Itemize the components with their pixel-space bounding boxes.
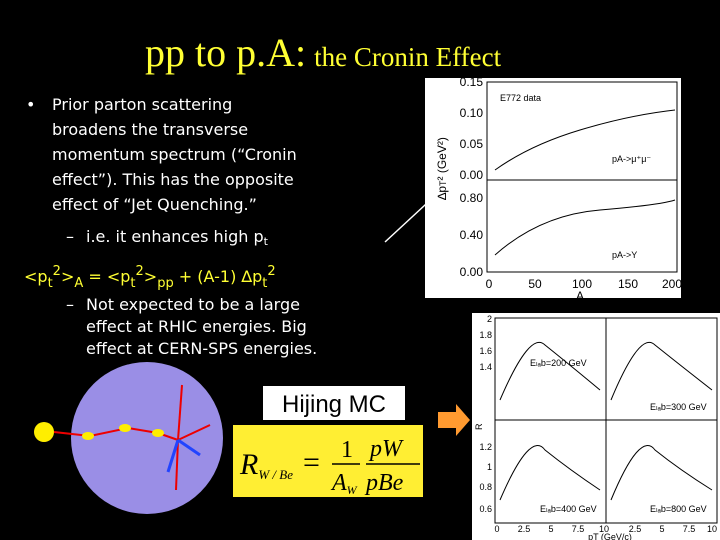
bullets: • Prior parton scattering broadens the t… — [26, 95, 297, 248]
text: t — [48, 276, 53, 291]
text: 0.00 — [460, 265, 484, 279]
text: T — [438, 180, 448, 186]
line: Not expected to be a large — [86, 295, 300, 314]
text: A — [576, 289, 584, 303]
text: pW — [368, 436, 404, 462]
line: effect of “Jet Quenching.” — [52, 195, 257, 214]
text: 7.5 — [572, 524, 585, 534]
text: > — [144, 267, 157, 286]
figure-1: 0.15 0.10 0.05 0.00 0.80 0.40 0.00 0 50 … — [425, 75, 682, 303]
text: 2 — [136, 264, 144, 279]
text: i.e. it enhances high p — [86, 227, 264, 246]
text: = — [303, 446, 320, 479]
text: 0.15 — [460, 75, 484, 89]
text: t — [264, 235, 269, 248]
svg-text:RW / Be: RW / Be — [239, 448, 293, 482]
text: E772 data — [500, 93, 541, 103]
hijing-label: Hijing MC — [282, 391, 386, 418]
text: > — [61, 267, 74, 286]
bullet: • — [26, 95, 35, 114]
text: 2.5 — [518, 524, 531, 534]
text: Eₗₐb=400 GeV — [540, 504, 597, 514]
svg-text:∆pT² (GeV²): ∆pT² (GeV²) — [435, 137, 449, 200]
text: 5 — [659, 524, 664, 534]
text: W / Be — [258, 467, 293, 482]
text: 0 — [494, 524, 499, 534]
figure-2: 2 1.8 1.6 1.4 1.2 1 0.8 0.6 0 2.5 5 7.5 … — [472, 313, 720, 540]
svg-text:AW: AW — [330, 470, 358, 497]
text: 7.5 — [683, 524, 696, 534]
text: pBe — [364, 470, 404, 496]
dash: – — [66, 295, 74, 314]
text: + (A-1) — [174, 267, 242, 286]
text: R — [239, 448, 258, 481]
text: 150 — [618, 277, 638, 291]
text: W — [347, 483, 358, 497]
arrow — [438, 404, 470, 436]
text: 0.6 — [479, 504, 492, 514]
title: pp to p.A: the Cronin Effect — [145, 30, 502, 75]
text: p — [588, 532, 593, 540]
text: 1.8 — [479, 330, 492, 340]
line: effect at RHIC energies. Big — [86, 317, 307, 336]
text: 100 — [572, 277, 592, 291]
nucleus-diagram — [34, 362, 223, 514]
text: R — [474, 423, 484, 430]
text: pA->μ⁺μ⁻ — [612, 154, 651, 164]
text: ∆p — [435, 186, 449, 200]
text: 0.05 — [460, 137, 484, 151]
text: Eₗₐb=300 GeV — [650, 402, 707, 412]
line: momentum spectrum (“Cronin — [52, 145, 297, 164]
text: 0 — [486, 277, 493, 291]
text: 50 — [528, 277, 542, 291]
line: broadens the transverse — [52, 120, 248, 139]
text: 2 — [267, 264, 275, 279]
text: 0.8 — [479, 482, 492, 492]
text: T (GeV/c) — [593, 532, 632, 540]
text: t — [130, 276, 135, 291]
text: 10 — [707, 524, 717, 534]
line: effect at CERN-SPS energies. — [86, 339, 317, 358]
text: ∆p — [240, 267, 262, 286]
text: Eₗₐb=200 GeV — [530, 358, 587, 368]
text: 1 — [341, 437, 353, 463]
line: i.e. it enhances high pt — [86, 227, 269, 248]
line: effect”). This has the opposite — [52, 170, 294, 189]
text: 5 — [548, 524, 553, 534]
ratio-box — [233, 425, 423, 497]
text: 2.5 — [629, 524, 642, 534]
text: Eₗₐb=800 GeV — [650, 504, 707, 514]
text: ² (GeV²) — [435, 137, 449, 180]
dash: – — [66, 227, 74, 246]
text: 1.6 — [479, 346, 492, 356]
text: 10 — [599, 524, 609, 534]
svg-text:pT (GeV/c): pT (GeV/c) — [588, 532, 632, 540]
text: 0.80 — [460, 191, 484, 205]
sub-bullet-2: – Not expected to be a large effect at R… — [66, 295, 317, 358]
text: A — [74, 276, 83, 291]
ratio-formula: RW / Be = 1 AW pW pBe — [239, 436, 420, 497]
text: 2 — [487, 314, 492, 324]
formula: <pt2>A = <pt2>pp + (A-1) ∆pt2 — [24, 264, 276, 291]
text: t — [262, 276, 267, 291]
line: Prior parton scattering — [52, 95, 232, 114]
text: pp to p.A: — [145, 30, 306, 75]
text: 1.4 — [479, 362, 492, 372]
text: <p — [24, 267, 48, 286]
text: 1.2 — [479, 442, 492, 452]
text: 200 — [662, 277, 682, 291]
text: 0.10 — [460, 106, 484, 120]
text: the Cronin Effect — [314, 42, 501, 72]
hijing-box — [263, 386, 405, 420]
text: 0.40 — [460, 228, 484, 242]
text: A — [330, 470, 347, 496]
text: = <p — [83, 267, 130, 286]
text: pA->Y — [612, 250, 637, 260]
text: 1 — [487, 462, 492, 472]
text: 2 — [53, 264, 61, 279]
text: 0.00 — [460, 168, 484, 182]
text: pp — [157, 276, 174, 291]
